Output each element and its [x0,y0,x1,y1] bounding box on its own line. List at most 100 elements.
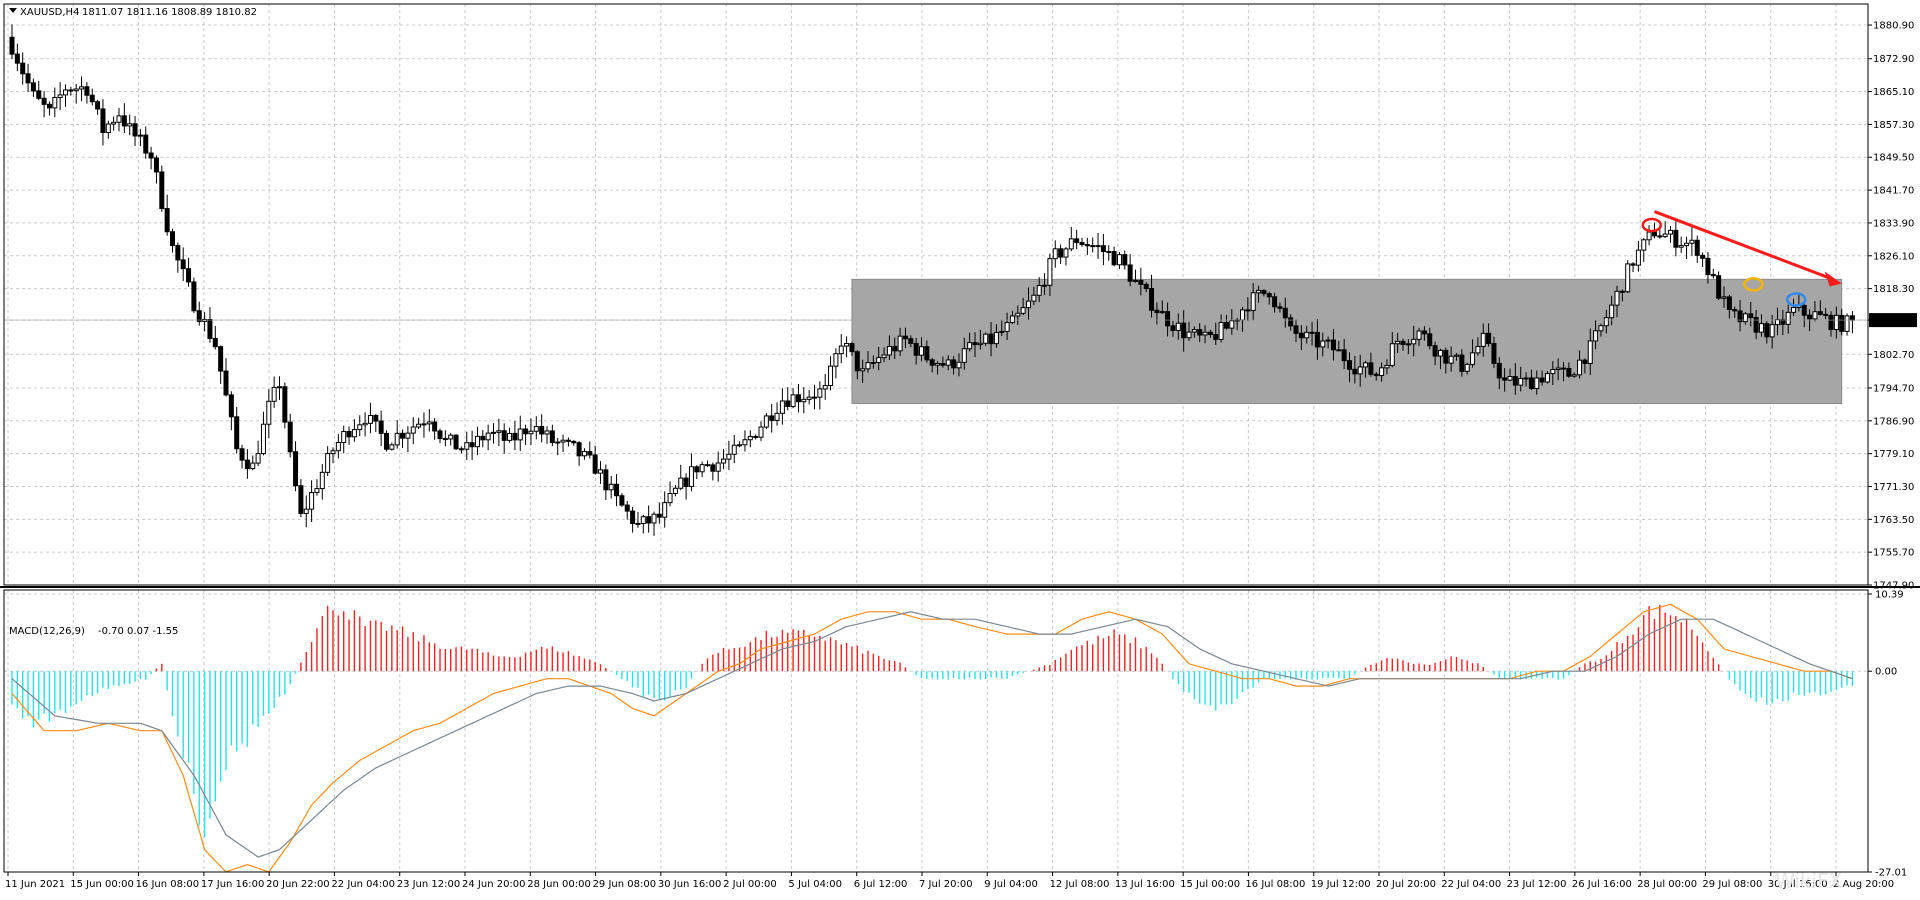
candle [357,415,363,437]
candle [1785,304,1791,334]
candle [1079,237,1085,247]
candle [57,82,63,111]
candle [196,301,202,326]
time-tick-label: 23 Jul 12:00 [1507,879,1567,890]
candle [1582,358,1588,374]
candle [1742,312,1748,325]
candle [972,332,978,358]
candle [881,347,887,362]
price-tick-label: 1849.50 [1873,153,1914,164]
candle [1486,323,1492,347]
candle [935,361,941,375]
candle [913,337,919,365]
candle [656,502,662,524]
time-tick-label: 15 Jun 00:00 [70,879,134,890]
candle [1106,245,1112,261]
candle [833,348,839,379]
candle [298,479,304,518]
chart-symbol-label: XAUUSD,H4 [20,7,79,18]
candle [121,103,127,134]
candle [1181,310,1187,352]
time-tick-label: 9 Jul 04:00 [984,879,1038,890]
candle [1668,226,1673,243]
candle [244,449,250,479]
candle [1347,352,1352,383]
time-tick-label: 30 Jul 16:00 [1768,879,1828,890]
candle [1753,309,1759,340]
candle [1325,336,1331,349]
candle [1379,362,1385,382]
candle [849,341,855,356]
candle [234,406,240,454]
candle [1138,267,1144,296]
candle [587,441,593,459]
price-tick-label: 1794.70 [1873,383,1914,394]
price-tick-label: 1841.70 [1873,186,1914,197]
candle [1534,370,1540,395]
candle [1015,305,1021,325]
candle [592,445,598,475]
candle [255,440,261,467]
candle [405,426,411,452]
candle [1523,372,1529,387]
candle [1052,240,1058,268]
candles [9,24,1855,536]
candle [1256,285,1262,303]
candle [330,447,336,464]
macd-tick-label: 10.39 [1875,590,1904,601]
candle [795,384,801,413]
candle [341,425,347,454]
candle [1165,302,1171,337]
candle [432,418,438,440]
current-price-tag [1869,313,1917,328]
time-tick-label: 16 Jun 08:00 [136,879,200,890]
candle [164,194,170,236]
orange-circle-marker [1743,277,1764,292]
candle [1122,250,1128,270]
macd-axis: 10.39 0.00 -27.01 [1868,590,1907,879]
macd-panel-frame [3,589,1869,873]
candle [806,390,812,405]
red-circle-marker [1641,217,1663,233]
candle [416,417,422,429]
candle [79,76,85,102]
candle [239,444,245,469]
candle [1464,362,1470,375]
candle [68,86,74,96]
time-tick-label: 26 Jul 16:00 [1572,879,1632,890]
candle [924,340,930,363]
candle [1427,327,1433,350]
candle [1619,289,1625,302]
candle [1229,309,1235,335]
candle [89,88,95,106]
candle [1603,309,1609,334]
candle [721,449,727,470]
candle [1571,372,1577,378]
candle [84,82,90,104]
candle [1443,347,1449,374]
candle [1127,254,1133,287]
candle [1363,360,1369,378]
candle [1726,294,1732,319]
candle [378,410,384,447]
time-tick-label: 19 Jul 12:00 [1311,879,1371,890]
candle [1758,314,1764,337]
candle [491,423,496,444]
candle [1154,302,1160,325]
candle [817,381,823,410]
panel-frames [0,3,1920,873]
candle [1095,232,1101,259]
candle [892,337,898,360]
candle [705,460,710,467]
candle [1411,325,1417,357]
candle [1748,301,1754,327]
candle [319,464,325,500]
candle [1100,233,1106,266]
candle [1721,286,1727,308]
time-tick-label: 30 Jun 16:00 [658,879,722,890]
candle [1416,327,1422,346]
candle [539,414,545,443]
candle [646,505,652,533]
candle [1250,283,1256,321]
time-tick-label: 12 Jul 08:00 [1050,879,1110,890]
